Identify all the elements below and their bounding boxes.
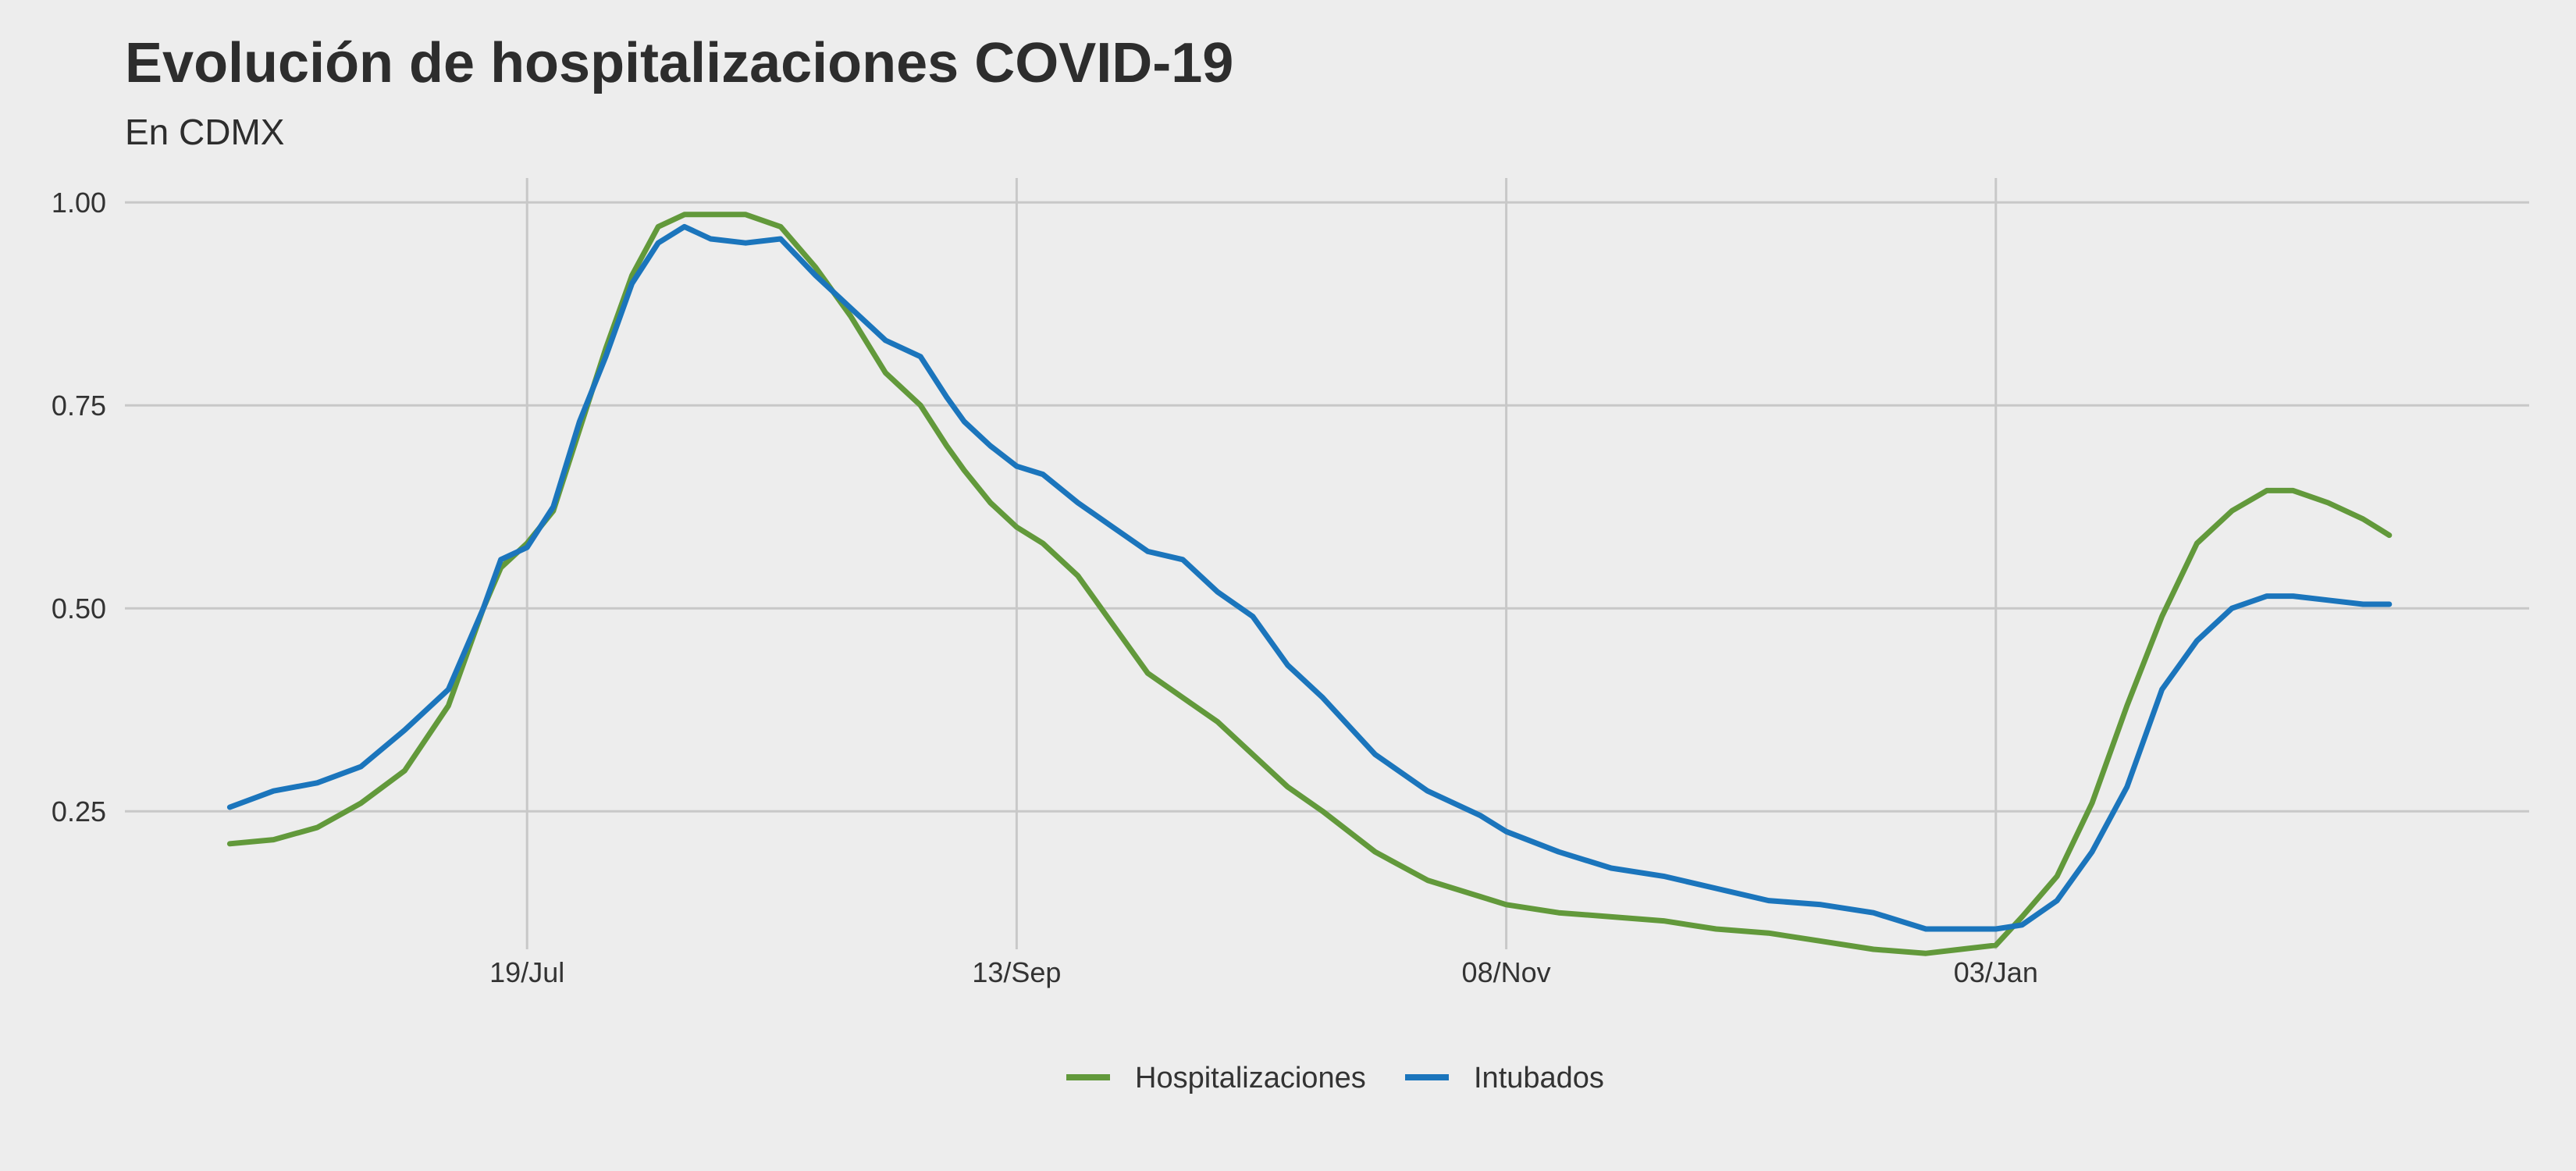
y-tick-label: 0.25 xyxy=(52,795,106,828)
x-tick-label: 13/Sep xyxy=(972,956,1061,988)
chart-subtitle: En CDMX xyxy=(125,112,285,152)
x-tick-label: 08/Nov xyxy=(1462,956,1551,988)
y-tick-label: 0.75 xyxy=(52,390,106,422)
series-line-hospitalizaciones xyxy=(226,212,2393,956)
x-tick-label: 19/Jul xyxy=(489,956,564,988)
x-tick-label: 03/Jan xyxy=(1954,956,2038,988)
series-line-intubados xyxy=(226,223,2393,932)
series-lines xyxy=(226,212,2393,956)
grid-lines xyxy=(125,178,2529,949)
y-tick-label: 1.00 xyxy=(52,187,106,219)
chart-title: Evolución de hospitalizaciones COVID-19 xyxy=(125,32,1234,94)
y-tick-label: 0.50 xyxy=(52,593,106,625)
legend-label-hospitalizaciones: Hospitalizaciones xyxy=(1135,1062,1366,1094)
axis-tick-labels: 0.25 0.50 0.75 1.00 19/Jul 13/Sep 08/Nov 03/Jan xyxy=(52,187,2038,988)
legend-label-intubados: Intubados xyxy=(1474,1062,1604,1094)
legend: Hospitalizaciones Intubados xyxy=(1066,1062,1604,1094)
